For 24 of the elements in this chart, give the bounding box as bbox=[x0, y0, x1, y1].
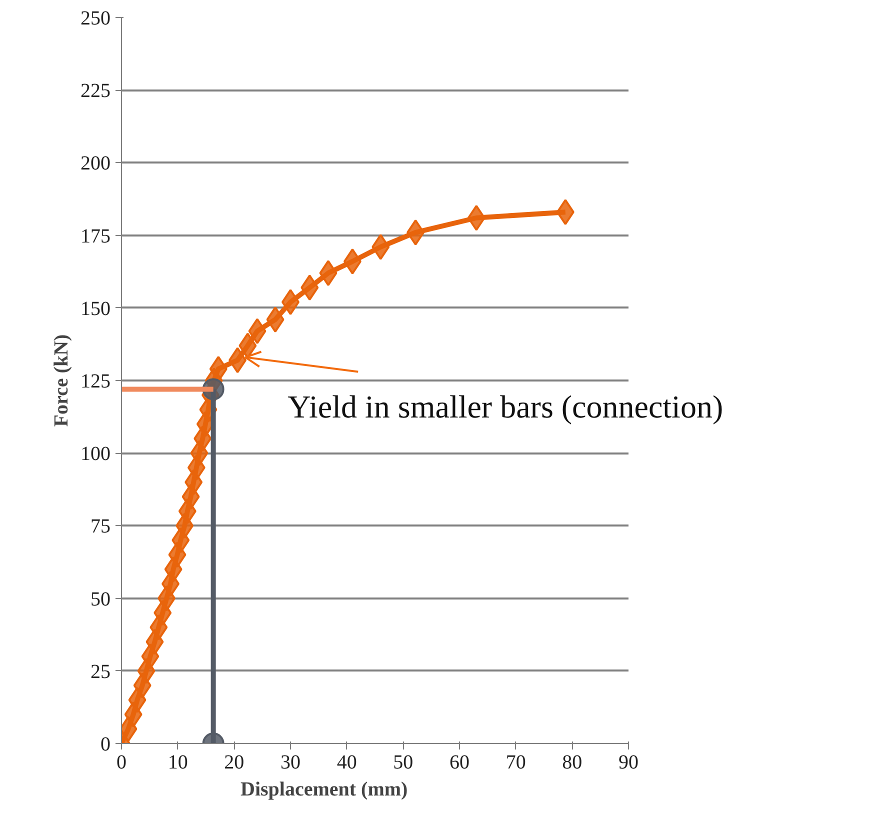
y-tick-label: 250 bbox=[80, 8, 110, 30]
y-tick-label: 125 bbox=[80, 370, 110, 392]
x-axis-title: Displacement (mm) bbox=[240, 778, 408, 800]
x-tick-label: 40 bbox=[336, 752, 357, 774]
y-tick-label: 175 bbox=[80, 225, 110, 248]
x-tick-label: 30 bbox=[280, 752, 300, 774]
x-tick-label: 90 bbox=[618, 752, 638, 774]
x-tick-label: 0 bbox=[116, 752, 126, 774]
y-tick-label: 0 bbox=[100, 734, 110, 756]
y-tick-label: 50 bbox=[90, 588, 110, 610]
x-tick-label: 60 bbox=[450, 752, 470, 774]
y-axis-title: Force (kN) bbox=[50, 334, 72, 427]
y-tick-label: 25 bbox=[90, 660, 110, 683]
x-tick-label: 80 bbox=[562, 752, 582, 774]
y-tick-label: 100 bbox=[80, 443, 110, 466]
y-tick-label: 200 bbox=[80, 152, 110, 175]
x-tick-label: 20 bbox=[224, 752, 244, 774]
x-tick-label: 70 bbox=[506, 752, 526, 774]
x-tick-label: 50 bbox=[393, 752, 414, 774]
y-tick-label: 150 bbox=[80, 298, 110, 320]
y-tick-label: 225 bbox=[80, 80, 110, 102]
x-tick-label: 10 bbox=[168, 752, 188, 774]
y-tick-label: 75 bbox=[90, 516, 110, 538]
annotation: Yield in smaller bars (connection) bbox=[288, 388, 724, 425]
